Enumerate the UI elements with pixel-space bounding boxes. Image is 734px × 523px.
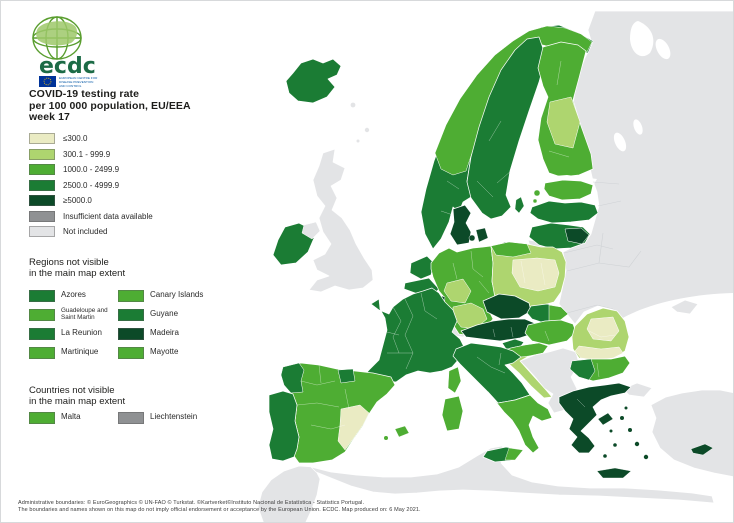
footer-line-1: Administrative boundaries: © EuroGeograp… [18, 500, 365, 506]
region-latvia [529, 200, 599, 224]
region-poland-east [511, 257, 560, 292]
region-orkney [356, 139, 360, 143]
white-sea [630, 21, 654, 57]
footer-line-2: The boundaries and names shown on this m… [18, 506, 421, 513]
region-estonia-islands-2 [532, 198, 538, 204]
region-denmark-funen [468, 234, 476, 242]
region-sicily-east [504, 447, 524, 461]
region-denmark-jutland [449, 204, 472, 246]
region-sardinia [441, 395, 464, 432]
region-ibiza [384, 436, 388, 440]
east-internal-borders [563, 181, 642, 314]
region-denmark-zealand [475, 227, 489, 243]
region-basque [337, 368, 356, 384]
region-faroe [350, 102, 356, 108]
region-hungary [524, 319, 577, 346]
region-italy-north [452, 342, 531, 404]
region-estonia [543, 179, 594, 201]
region-estonia-islands [533, 189, 541, 197]
region-poland-north [490, 241, 532, 258]
region-valencia [337, 404, 370, 451]
map-footer: Administrative boundaries: © EuroGeograp… [18, 500, 658, 514]
region-northern-ireland [301, 221, 321, 240]
region-slovakia-east [548, 304, 569, 322]
region-crimea [670, 299, 699, 315]
region-bulgaria-west [569, 358, 596, 381]
region-italy-south [487, 391, 553, 454]
region-turkey [650, 389, 733, 477]
region-north-africa [310, 445, 715, 504]
region-balearic [394, 425, 410, 438]
region-netherlands [409, 255, 435, 280]
region-cyprus [690, 443, 714, 456]
region-iceland [285, 58, 342, 104]
region-morocco [257, 465, 321, 522]
lake-onega [633, 119, 643, 135]
region-crete [596, 467, 632, 479]
region-euboea [597, 412, 614, 426]
lake-ladoga [613, 132, 627, 152]
black-sea [621, 293, 733, 404]
region-romania-south [574, 345, 624, 361]
region-finland-central [546, 96, 581, 149]
region-germany-central [443, 278, 472, 304]
region-greece [558, 382, 632, 454]
region-sweden [466, 36, 547, 220]
region-aegean-islands [603, 406, 649, 460]
nuts-internal-borders [296, 60, 616, 430]
region-romania-center [586, 316, 620, 342]
region-galicia [280, 362, 305, 394]
region-shetland [364, 127, 370, 133]
region-portugal [268, 390, 300, 462]
region-gotland [514, 196, 525, 214]
white-sea-bay [655, 38, 671, 60]
region-united-kingdom [308, 148, 374, 293]
region-lithuania-east [564, 227, 590, 245]
region-corsica [447, 366, 462, 394]
